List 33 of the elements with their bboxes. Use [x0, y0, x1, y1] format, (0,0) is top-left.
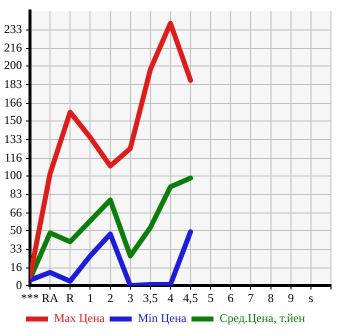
y-tick-label: 66 — [10, 205, 22, 220]
y-tick-label: 116 — [4, 150, 22, 164]
legend-label: Сред.Цена, т.йен — [219, 311, 306, 326]
y-tick-label: 0 — [16, 278, 22, 292]
y-tick-label: 33 — [10, 242, 22, 256]
x-tick-label: s — [308, 290, 314, 305]
x-tick-label: 6 — [228, 290, 234, 305]
y-tick-label: 100 — [4, 168, 22, 182]
y-tick-label: 183 — [4, 76, 22, 91]
y-tick-label: 166 — [4, 96, 22, 110]
x-tick-label: R — [66, 290, 74, 305]
x-tick-label: RA — [42, 290, 59, 305]
legend-label: Min Цена — [138, 311, 188, 326]
y-tick-label: 83 — [10, 186, 22, 201]
y-tick-label: 233 — [4, 22, 22, 36]
x-tick-label: 2 — [107, 290, 114, 305]
x-tick-label: 5 — [208, 290, 214, 305]
y-tick-label: 133 — [4, 132, 22, 146]
y-tick-label: 200 — [4, 58, 22, 72]
y-tick-label: 150 — [4, 113, 22, 128]
x-tick-label: 3,5 — [142, 290, 158, 305]
x-tick-label: *** — [21, 290, 39, 305]
y-tick-label: 216 — [4, 40, 22, 55]
x-tick-label: 1 — [87, 290, 94, 305]
x-tick-label: 7 — [248, 290, 254, 305]
legend-label: Max Цена — [54, 311, 106, 326]
x-tick-label: 4 — [167, 290, 174, 305]
y-tick-label: 50 — [10, 222, 22, 237]
x-tick-label: 8 — [268, 290, 274, 305]
x-tick-label: 3 — [127, 290, 134, 305]
x-tick-label: 4,5 — [183, 290, 198, 305]
x-tick-label: 9 — [288, 290, 294, 305]
y-tick-label: 16 — [10, 260, 22, 274]
